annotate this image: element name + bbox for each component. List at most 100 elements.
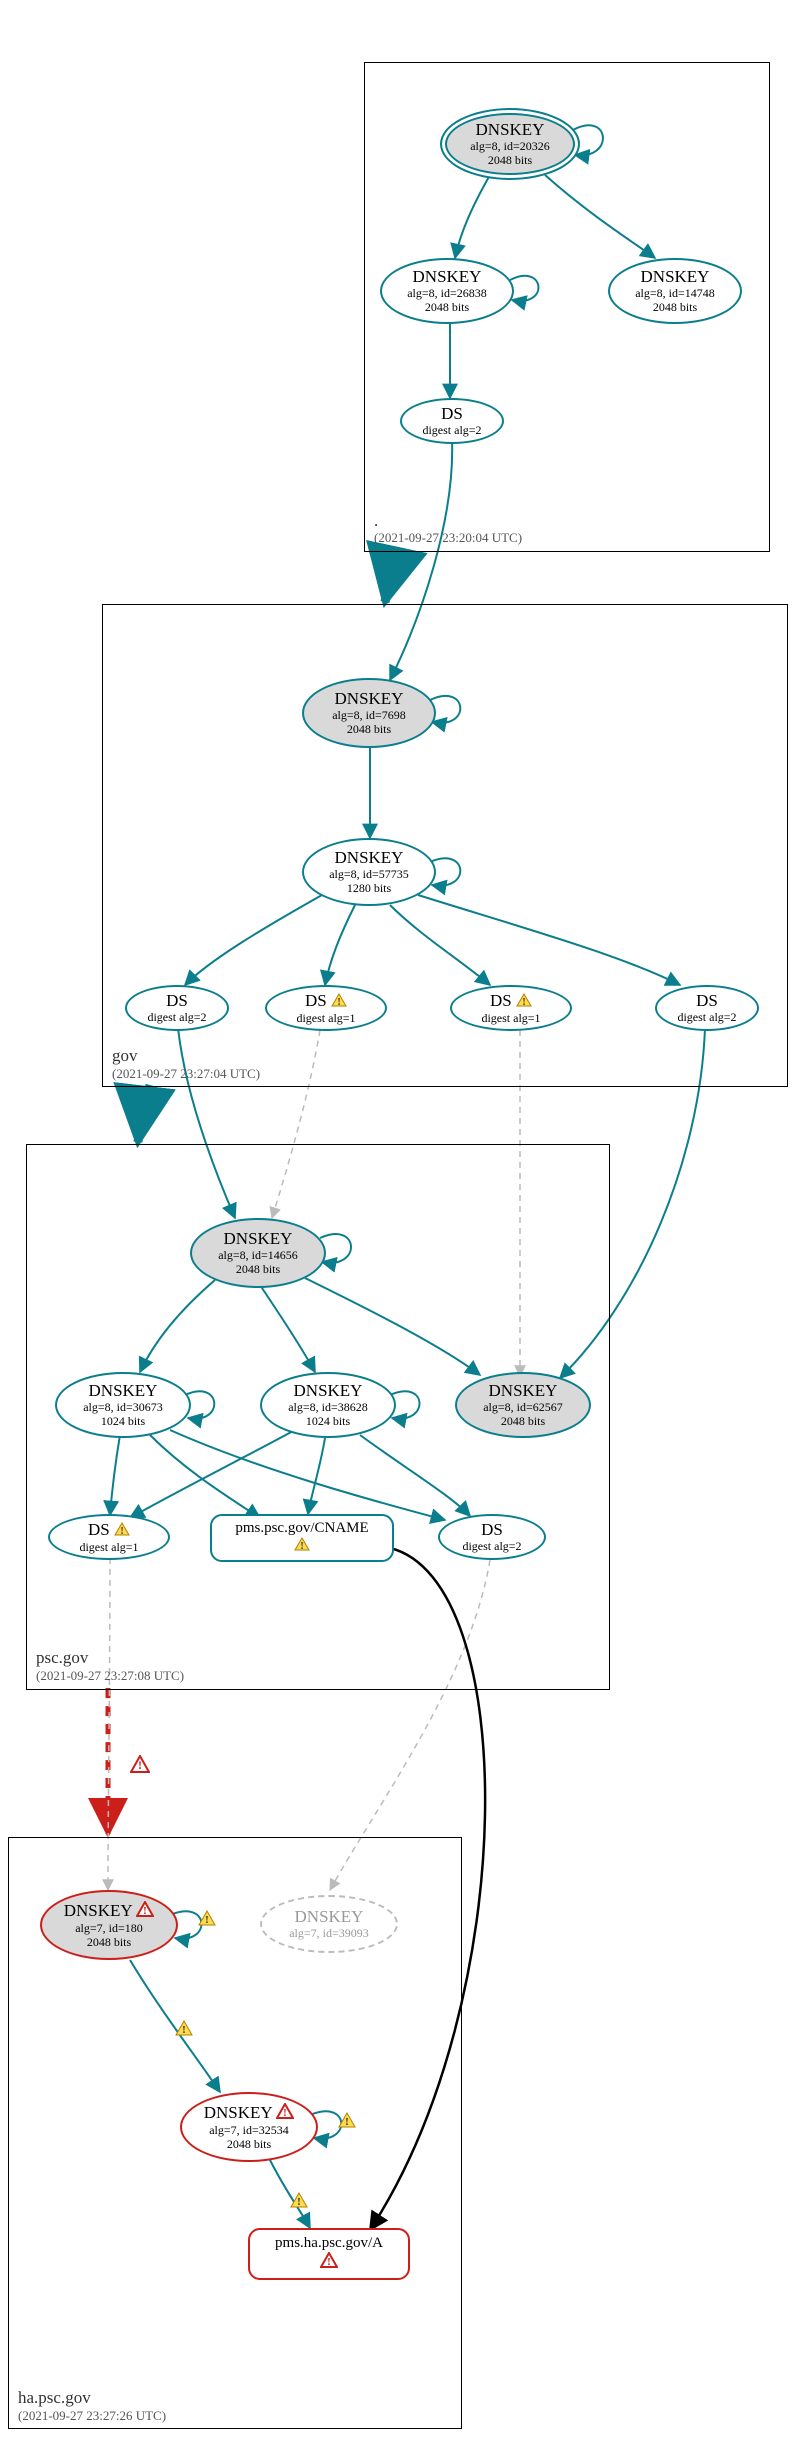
node-psc-k3: DNSKEY alg=8, id=62567 2048 bits — [455, 1372, 591, 1438]
node-title: DS ! — [490, 991, 532, 1012]
node-psc-k1: DNSKEY alg=8, id=30673 1024 bits — [55, 1372, 191, 1438]
node-gov-ds2: DS ! digest alg=1 — [265, 985, 387, 1031]
error-icon: ! — [276, 2103, 294, 2124]
node-sub: 2048 bits — [425, 301, 469, 315]
node-title: DNSKEY — [476, 120, 545, 140]
error-icon: ! — [130, 1755, 150, 1775]
svg-text:!: ! — [205, 1914, 209, 1926]
node-title: DS — [696, 991, 718, 1011]
node-root-ksk: DNSKEY alg=8, id=20326 2048 bits — [440, 108, 580, 180]
node-sub: alg=7, id=39093 — [289, 1927, 369, 1941]
node-sub: 2048 bits — [227, 2138, 271, 2152]
node-title: DS — [481, 1520, 503, 1540]
node-title: pms.ha.psc.gov/A — [275, 2235, 383, 2252]
svg-text:!: ! — [283, 2107, 287, 2119]
zone-root-label: . — [374, 511, 378, 531]
node-gov-ds3: DS ! digest alg=1 — [450, 985, 572, 1031]
node-psc-k2: DNSKEY alg=8, id=38628 1024 bits — [260, 1372, 396, 1438]
node-ha-ksk: DNSKEY ! alg=7, id=180 2048 bits — [40, 1890, 178, 1960]
node-gov-zsk: DNSKEY alg=8, id=57735 1280 bits — [302, 838, 436, 906]
node-sub: 2048 bits — [236, 1263, 280, 1277]
node-title: DS — [166, 991, 188, 1011]
node-psc-ds2: DS digest alg=2 — [438, 1514, 546, 1560]
node-sub: digest alg=2 — [462, 1540, 521, 1554]
node-psc-ds1: DS ! digest alg=1 — [48, 1514, 170, 1560]
node-title: pms.psc.gov/CNAME — [235, 1520, 368, 1537]
node-sub: 2048 bits — [653, 301, 697, 315]
warning-icon: ! — [175, 2020, 195, 2040]
node-sub: digest alg=1 — [79, 1541, 138, 1555]
node-root-k2: DNSKEY alg=8, id=14748 2048 bits — [608, 258, 742, 324]
zone-ha-label: ha.psc.gov — [18, 2388, 91, 2408]
zone-ha-ts: (2021-09-27 23:27:26 UTC) — [18, 2408, 166, 2424]
zone-gov-label: gov — [112, 1046, 138, 1066]
zone-psc-label: psc.gov — [36, 1648, 88, 1668]
node-gov-ksk: DNSKEY alg=8, id=7698 2048 bits — [302, 678, 436, 748]
node-title: DNSKEY — [89, 1381, 158, 1401]
zone-gov-ts: (2021-09-27 23:27:04 UTC) — [112, 1066, 260, 1082]
svg-text:!: ! — [138, 1758, 142, 1772]
node-root-zsk: DNSKEY alg=8, id=26838 2048 bits — [380, 258, 514, 324]
warning-icon: ! — [114, 1521, 130, 1541]
node-sub: 2048 bits — [488, 154, 532, 168]
node-title: DNSKEY — [413, 267, 482, 287]
node-ha-zsk: DNSKEY ! alg=7, id=32534 2048 bits — [180, 2092, 318, 2162]
warning-icon: ! — [294, 1537, 310, 1556]
warning-icon: ! — [290, 2192, 310, 2212]
node-root-ds: DS digest alg=2 — [400, 398, 504, 444]
node-title: DS ! — [305, 991, 347, 1012]
node-title: DNSKEY — [224, 1229, 293, 1249]
node-gov-ds1: DS digest alg=2 — [125, 985, 229, 1031]
dnssec-diagram: . (2021-09-27 23:20:04 UTC) gov (2021-09… — [0, 0, 795, 2453]
node-sub: 1024 bits — [101, 1415, 145, 1429]
node-title: DNSKEY — [489, 1381, 558, 1401]
svg-text:!: ! — [522, 997, 525, 1007]
node-title: DNSKEY ! — [204, 2103, 295, 2124]
node-sub: alg=8, id=14656 — [218, 1249, 298, 1263]
svg-text:!: ! — [300, 1541, 303, 1551]
error-icon: ! — [320, 2252, 338, 2273]
node-sub: digest alg=2 — [147, 1011, 206, 1025]
node-sub: digest alg=2 — [422, 424, 481, 438]
node-ha-a: pms.ha.psc.gov/A ! — [248, 2228, 410, 2280]
warning-icon: ! — [331, 992, 347, 1012]
node-psc-cname: pms.psc.gov/CNAME ! — [210, 1514, 394, 1562]
node-sub: alg=8, id=30673 — [83, 1401, 163, 1415]
warning-icon: ! — [338, 2112, 358, 2132]
svg-text:!: ! — [327, 2256, 331, 2268]
svg-text:!: ! — [337, 997, 340, 1007]
node-sub: alg=7, id=180 — [75, 1922, 143, 1936]
svg-text:!: ! — [297, 2196, 301, 2208]
node-title: DS — [441, 404, 463, 424]
error-icon: ! — [136, 1901, 154, 1922]
node-sub: alg=8, id=62567 — [483, 1401, 563, 1415]
node-sub: alg=8, id=14748 — [635, 287, 715, 301]
node-sub: digest alg=2 — [677, 1011, 736, 1025]
node-title: DS ! — [88, 1520, 130, 1541]
node-sub: 2048 bits — [501, 1415, 545, 1429]
zone-root-ts: (2021-09-27 23:20:04 UTC) — [374, 530, 522, 546]
svg-text:!: ! — [143, 1905, 147, 1917]
node-ha-k-gray: DNSKEY alg=7, id=39093 — [260, 1895, 398, 1953]
node-sub: 1280 bits — [347, 882, 391, 896]
node-gov-ds4: DS digest alg=2 — [655, 985, 759, 1031]
node-sub: 2048 bits — [87, 1936, 131, 1950]
node-sub: alg=8, id=7698 — [332, 709, 406, 723]
node-sub: 2048 bits — [347, 723, 391, 737]
node-title: DNSKEY — [641, 267, 710, 287]
node-title: DNSKEY — [295, 1907, 364, 1927]
warning-icon: ! — [198, 1910, 218, 1930]
node-sub: alg=8, id=38628 — [288, 1401, 368, 1415]
svg-text:!: ! — [182, 2024, 186, 2036]
node-sub: 1024 bits — [306, 1415, 350, 1429]
node-psc-ksk: DNSKEY alg=8, id=14656 2048 bits — [190, 1218, 326, 1288]
warning-icon: ! — [516, 992, 532, 1012]
svg-text:!: ! — [345, 2116, 349, 2128]
node-title: DNSKEY — [335, 689, 404, 709]
node-sub: alg=8, id=57735 — [329, 868, 409, 882]
node-title: DNSKEY ! — [64, 1901, 155, 1922]
zone-psc-ts: (2021-09-27 23:27:08 UTC) — [36, 1668, 184, 1684]
node-sub: digest alg=1 — [481, 1012, 540, 1026]
node-title: DNSKEY — [294, 1381, 363, 1401]
node-sub: alg=8, id=20326 — [470, 140, 550, 154]
